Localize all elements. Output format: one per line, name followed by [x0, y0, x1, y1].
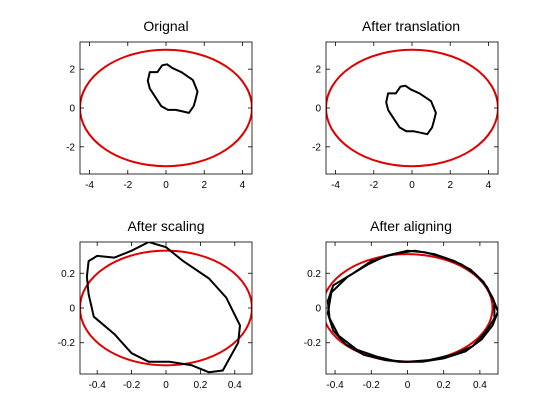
y-tick-label: -2 [66, 142, 75, 153]
x-tick-label: -0.2 [363, 380, 381, 391]
x-tick-label: 0.4 [228, 380, 242, 391]
plot-area [326, 48, 498, 168]
x-tick-label: 0 [409, 180, 415, 191]
red-ellipse-series [326, 48, 498, 168]
shape-contour-series [85, 242, 241, 374]
x-tick-label: 0 [163, 180, 169, 191]
y-tick-label: 0.2 [307, 269, 321, 280]
plot-area [80, 242, 252, 374]
subplot-title: After aligning [370, 218, 452, 234]
shape-contour-series [146, 63, 199, 114]
shape-contour-series [385, 84, 437, 136]
x-tick-label: -0.4 [89, 380, 107, 391]
x-tick-label: -4 [85, 180, 94, 191]
y-tick-label: 2 [69, 65, 75, 76]
y-tick-label: 0.2 [61, 269, 75, 280]
red-ellipse-series [80, 249, 252, 367]
y-tick-label: 0 [69, 304, 75, 315]
x-tick-label: 0 [405, 380, 411, 391]
x-tick-label: -2 [123, 180, 132, 191]
x-tick-label: 4 [486, 180, 492, 191]
subplot-after-scaling: After scaling -0.4 -0.2 0 0.2 0.4 -0.2 0 0.2 [58, 218, 253, 391]
subplot-title: Orignal [143, 18, 188, 34]
y-tick-label: 0 [315, 304, 321, 315]
subplot-title: After translation [362, 18, 460, 34]
red-ellipse-series [80, 48, 252, 168]
y-tick-label: 2 [315, 65, 321, 76]
x-tick-label: 2 [201, 180, 207, 191]
shape-contour-series [326, 249, 498, 363]
y-tick-label: -0.2 [304, 338, 322, 349]
x-tick-label: 0.2 [437, 380, 451, 391]
subplot-title: After scaling [127, 218, 204, 234]
y-tick-label: -0.2 [58, 338, 76, 349]
y-tick-label: 0 [315, 104, 321, 115]
plot-area [80, 48, 252, 168]
x-tick-label: -2 [369, 180, 378, 191]
x-tick-label: -0.2 [123, 380, 141, 391]
x-tick-label: -4 [331, 180, 340, 191]
plot-area [326, 249, 498, 363]
x-tick-label: 0 [163, 380, 169, 391]
x-tick-label: 0.2 [193, 380, 207, 391]
x-tick-label: 0.4 [473, 380, 487, 391]
subplot-after-translation: After translation -4 -2 0 2 4 -2 0 2 [312, 18, 499, 191]
y-tick-label: -2 [312, 142, 321, 153]
subplot-after-aligning: After aligning -0.4 -0.2 0 0.2 0.4 -0.2 0 0.2 [304, 218, 499, 391]
x-tick-label: 4 [240, 180, 246, 191]
subplot-original: Orignal -4 -2 0 2 4 -2 0 2 [66, 18, 253, 191]
y-tick-label: 0 [69, 104, 75, 115]
x-tick-label: 2 [447, 180, 453, 191]
x-tick-label: -0.4 [326, 380, 344, 391]
